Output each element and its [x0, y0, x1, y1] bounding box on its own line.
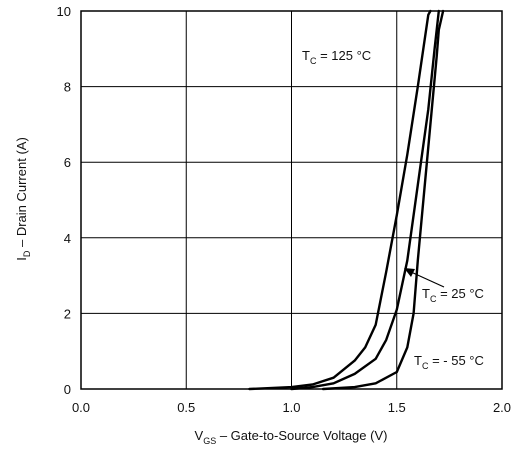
- plot-frame: [80, 10, 503, 390]
- x-tick-label: 0.0: [72, 400, 90, 415]
- grid-lines: [80, 10, 503, 390]
- y-tick-label: 4: [64, 231, 71, 246]
- y-tick-label: 0: [64, 382, 71, 397]
- annotation-25c: TC = 25 °C: [422, 286, 484, 304]
- annotation-125c: TC = 125 °C: [302, 48, 371, 66]
- y-tick-label: 6: [64, 155, 71, 170]
- y-axis-label: ID – Drain Current (A): [14, 137, 32, 261]
- x-tick-label: 0.5: [177, 400, 195, 415]
- series-line-1: [290, 9, 440, 391]
- x-tick-label: 2.0: [493, 400, 511, 415]
- x-tick-labels: 0.0 0.5 1.0 1.5 2.0: [72, 400, 511, 415]
- x-axis-label: VGS – Gate-to-Source Voltage (V): [195, 428, 388, 446]
- x-tick-label: 1.5: [388, 400, 406, 415]
- x-tick-label: 1.0: [282, 400, 300, 415]
- series-line-0: [248, 9, 432, 391]
- y-tick-label: 2: [64, 306, 71, 321]
- y-tick-label: 8: [64, 80, 71, 95]
- y-tick-label: 10: [57, 4, 71, 19]
- annotation-minus55c: TC = - 55 °C: [414, 353, 484, 371]
- series-curves: [248, 9, 445, 391]
- y-tick-labels: 0 2 4 6 8 10: [57, 4, 71, 397]
- annotation-25c-arrow: [404, 268, 445, 288]
- series-line-2: [321, 9, 445, 391]
